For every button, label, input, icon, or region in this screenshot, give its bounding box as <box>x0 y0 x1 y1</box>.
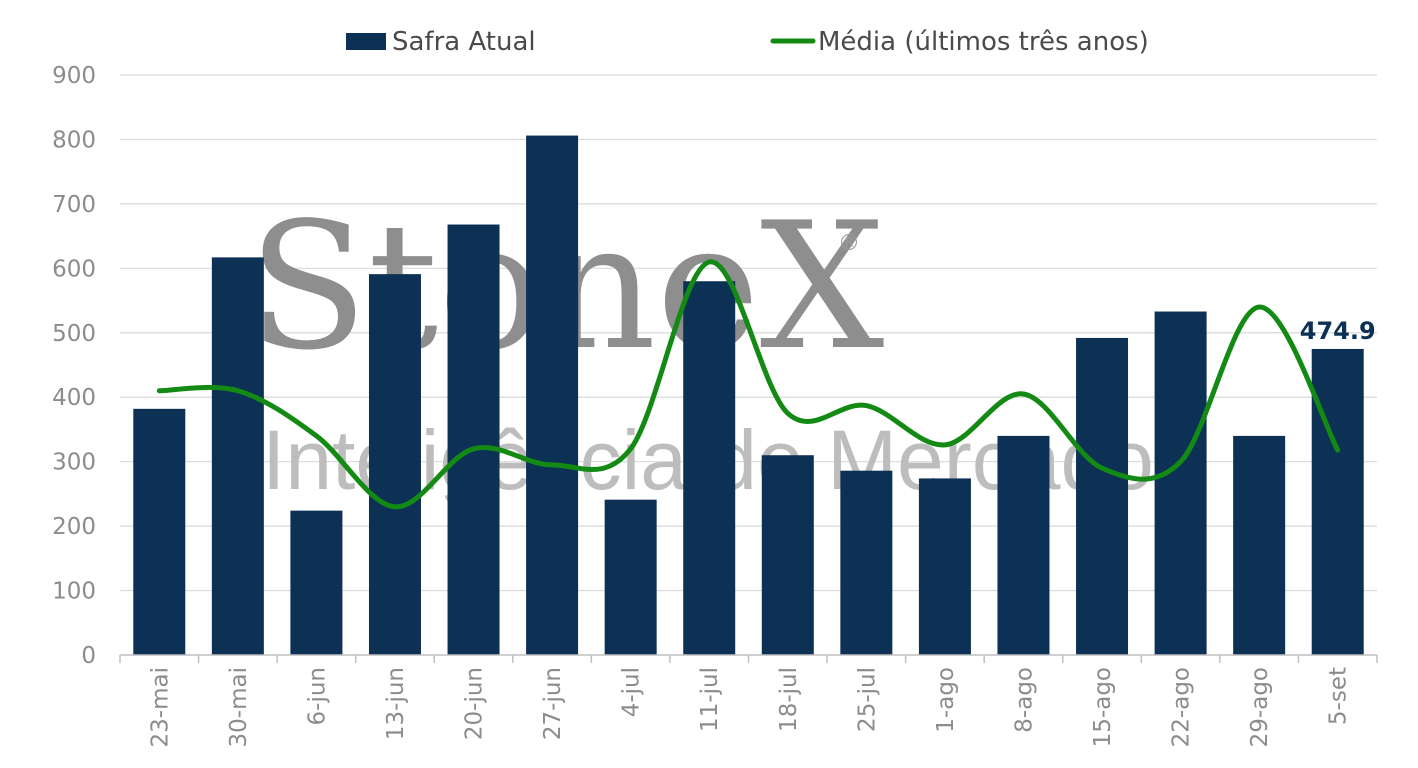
axes <box>119 654 1378 663</box>
bar-safra-atual-5-set <box>1311 348 1364 655</box>
x-tick-label: 27-jun <box>540 667 566 740</box>
y-tick-label: 700 <box>52 192 96 218</box>
line-series <box>156 259 1341 510</box>
bar-safra-atual-15-ago <box>1076 337 1129 655</box>
x-tick-label: 25-jul <box>854 667 880 732</box>
x-tick-label: 18-jul <box>776 667 802 732</box>
watermark-registered-mark: ® <box>838 231 860 256</box>
x-tick-label: 8-ago <box>1011 667 1037 733</box>
y-tick-label: 200 <box>52 514 96 540</box>
bar-safra-atual-6-jun <box>290 510 343 655</box>
y-tick-label: 100 <box>52 579 96 605</box>
line-media-ultimos-tres-anos <box>156 259 1341 510</box>
data-label-5-set: 474.9 <box>1300 317 1376 345</box>
x-tick-label: 20-jun <box>462 667 488 740</box>
bar-safra-atual-23-mai <box>133 408 186 655</box>
x-axis-ticks: 23-mai 30-mai 6-jun 13-jun 20-jun 27-jun 4-jul… <box>147 667 1351 747</box>
bar-safra-atual-29-ago <box>1233 435 1286 655</box>
x-tick-label: 4-jul <box>619 667 645 717</box>
x-tick-label: 6-jun <box>304 667 330 725</box>
bar-safra-atual-1-ago <box>918 478 971 655</box>
x-tick-label: 5-set <box>1326 667 1352 725</box>
x-tick-label: 1-ago <box>933 667 959 733</box>
y-tick-label: 600 <box>52 256 96 282</box>
bar-safra-atual-27-jun <box>526 135 579 656</box>
x-tick-label: 13-jun <box>383 667 409 740</box>
bar-series <box>133 135 1364 656</box>
bar-safra-atual-13-jun <box>368 274 421 655</box>
x-tick-label: 29-ago <box>1247 667 1273 747</box>
bar-safra-atual-25-jul <box>840 470 893 655</box>
data-labels: 474.9 <box>1300 317 1376 345</box>
legend-label-safra-atual: Safra Atual <box>392 27 536 57</box>
bar-safra-atual-20-jun <box>447 224 500 655</box>
x-tick-label: 15-ago <box>1090 667 1116 747</box>
legend-label-media: Média (últimos três anos) <box>818 27 1149 57</box>
y-tick-label: 300 <box>52 450 96 476</box>
x-tick-label: 30-mai <box>226 667 252 747</box>
x-tick-label: 22-ago <box>1169 667 1195 747</box>
y-tick-label: 400 <box>52 385 96 411</box>
y-axis-ticks: 0 100 200 300 400 500 600 700 800 900 <box>52 63 96 669</box>
y-tick-label: 900 <box>52 63 96 89</box>
x-tick-label: 23-mai <box>147 667 173 747</box>
bar-safra-atual-22-ago <box>1154 311 1207 655</box>
legend-swatch-safra-atual <box>346 33 386 50</box>
bar-safra-atual-11-jul <box>683 281 736 655</box>
y-tick-label: 0 <box>81 643 96 669</box>
bar-safra-atual-4-jul <box>604 499 657 655</box>
legend: Safra Atual Média (últimos três anos) <box>346 27 1149 57</box>
bar-safra-atual-30-mai <box>211 257 264 655</box>
y-tick-label: 500 <box>52 321 96 347</box>
bar-safra-atual-18-jul <box>761 455 814 655</box>
x-tick-label: 11-jul <box>697 667 723 732</box>
bar-safra-atual-8-ago <box>997 435 1050 655</box>
y-tick-label: 800 <box>52 127 96 153</box>
